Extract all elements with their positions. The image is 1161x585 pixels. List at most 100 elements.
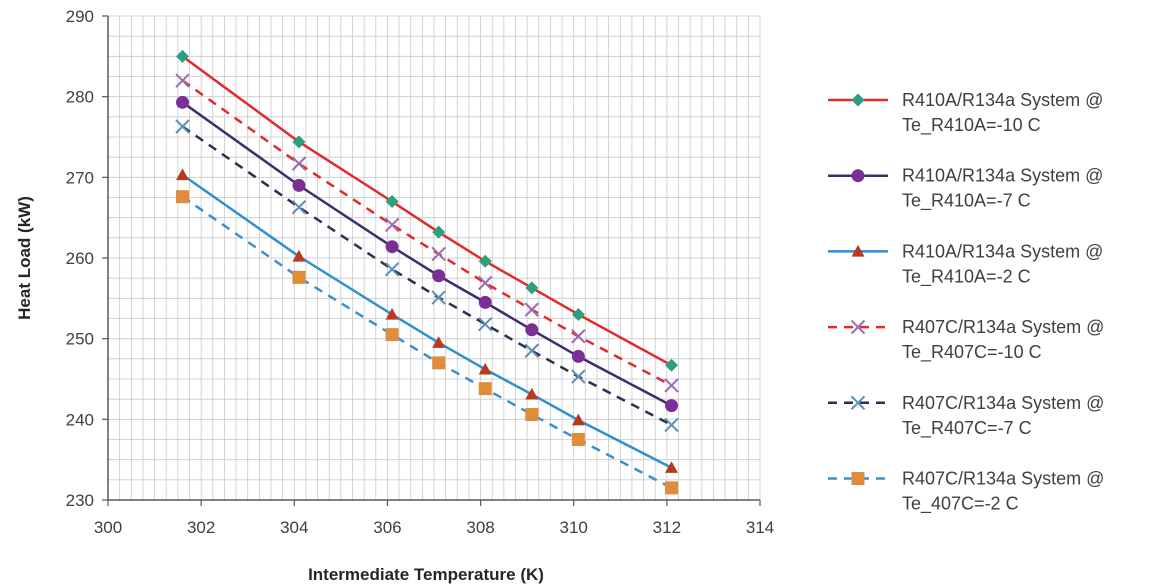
- series-line: [181, 195, 673, 490]
- data-point: [524, 302, 540, 317]
- data-point: [176, 168, 190, 181]
- y-tick-label: 280: [66, 88, 94, 107]
- marker-stroke: [478, 275, 493, 291]
- marker-stroke: [850, 395, 866, 411]
- marker-stroke: [175, 119, 190, 134]
- y-tick-label: 260: [66, 249, 94, 268]
- series-1: [176, 49, 679, 372]
- legend-item-4: R407C/R134a System @ Te_R407C=-10 C: [828, 317, 1104, 363]
- data-point: [478, 254, 492, 268]
- x-axis-title: Intermediate Temperature (K): [308, 565, 544, 584]
- legend-item-2: R410A/R134a System @ Te_R410A=-7 C: [828, 166, 1103, 212]
- data-point: [432, 356, 446, 370]
- data-point: [571, 369, 586, 384]
- data-point: [385, 195, 399, 209]
- legend-label-line2: Te_R410A=-10 C: [902, 115, 1041, 136]
- series-2: [176, 95, 679, 413]
- x-tick-label: 314: [746, 518, 774, 537]
- data-point: [432, 269, 446, 283]
- data-point: [176, 95, 190, 109]
- data-point: [431, 246, 446, 262]
- data-point: [432, 225, 446, 239]
- data-point: [175, 119, 190, 134]
- series-6: [176, 190, 679, 495]
- legend-marker: [851, 169, 865, 183]
- legend-label-line1: R410A/R134a System @: [902, 241, 1103, 261]
- data-point: [292, 270, 306, 284]
- data-point: [176, 49, 190, 63]
- data-point: [571, 413, 585, 426]
- data-point: [525, 281, 539, 295]
- data-point: [384, 217, 400, 233]
- data-point: [291, 199, 307, 215]
- data-point: [478, 362, 492, 375]
- legend-label-line1: R410A/R134a System @: [902, 90, 1103, 110]
- y-tick-label: 290: [66, 7, 94, 26]
- marker-stroke: [478, 316, 493, 332]
- series-line: [181, 125, 673, 427]
- legend-item-6: R407C/R134a System @ Te_407C=-2 C: [828, 469, 1104, 515]
- y-tick-label: 230: [66, 491, 94, 510]
- marker-stroke: [291, 199, 307, 215]
- legend-label-line2: Te_R407C=-10 C: [902, 342, 1042, 363]
- data-point: [665, 481, 679, 495]
- data-point: [176, 190, 190, 204]
- data-point: [478, 295, 492, 309]
- marker-stroke: [524, 343, 540, 358]
- marker-stroke: [431, 246, 446, 262]
- x-tick-label: 306: [373, 518, 401, 537]
- y-tick-label: 250: [66, 330, 94, 349]
- marker-stroke: [291, 156, 307, 171]
- series-line: [181, 55, 673, 367]
- data-point: [385, 328, 399, 342]
- data-point: [571, 349, 585, 363]
- x-tick-label: 312: [653, 518, 681, 537]
- data-point: [292, 178, 306, 192]
- marker-stroke: [384, 262, 400, 277]
- legend-label-line2: Te_407C=-2 C: [902, 494, 1019, 515]
- x-tick-label: 308: [466, 518, 494, 537]
- data-point: [571, 433, 585, 446]
- data-point: [571, 307, 585, 321]
- data-point: [385, 240, 399, 254]
- marker-stroke: [571, 369, 586, 384]
- legend-item-5: R407C/R134a System @ Te_R407C=-7 C: [828, 393, 1104, 439]
- marker-stroke: [384, 217, 400, 233]
- data-point: [665, 461, 679, 473]
- data-point: [525, 323, 539, 337]
- chart-axes: [102, 15, 761, 506]
- marker-stroke: [524, 302, 540, 317]
- marker-stroke: [571, 329, 586, 344]
- data-point: [385, 307, 399, 320]
- legend-marker: [851, 93, 865, 107]
- series-5: [175, 119, 679, 433]
- data-point: [664, 417, 679, 433]
- marker-stroke: [664, 417, 679, 433]
- data-point: [292, 135, 306, 149]
- data-point: [432, 336, 446, 348]
- legend-label-line2: Te_R410A=-7 C: [902, 191, 1031, 212]
- y-tick-label: 240: [66, 410, 94, 429]
- data-point: [665, 358, 679, 372]
- legend-marker: [850, 319, 866, 335]
- data-point: [664, 378, 679, 393]
- data-point: [525, 387, 539, 400]
- data-point: [431, 290, 446, 305]
- marker-stroke: [431, 290, 446, 305]
- data-point: [525, 407, 539, 421]
- data-point: [571, 329, 586, 344]
- data-point: [292, 249, 306, 262]
- x-tick-label: 302: [187, 518, 215, 537]
- legend-label-line1: R407C/R134a System @: [902, 317, 1104, 337]
- series-line: [181, 173, 673, 469]
- marker-stroke: [175, 73, 190, 88]
- data-point: [478, 316, 493, 332]
- data-point: [665, 399, 679, 413]
- data-point: [291, 156, 307, 171]
- series-4: [175, 73, 679, 393]
- chart-tick-labels: 300 302 304 306 308 310 312 314 230 240 250 260 270 2…: [66, 7, 775, 537]
- legend-label-line1: R407C/R134a System @: [902, 393, 1104, 413]
- data-point: [478, 275, 493, 291]
- legend-marker: [851, 244, 865, 257]
